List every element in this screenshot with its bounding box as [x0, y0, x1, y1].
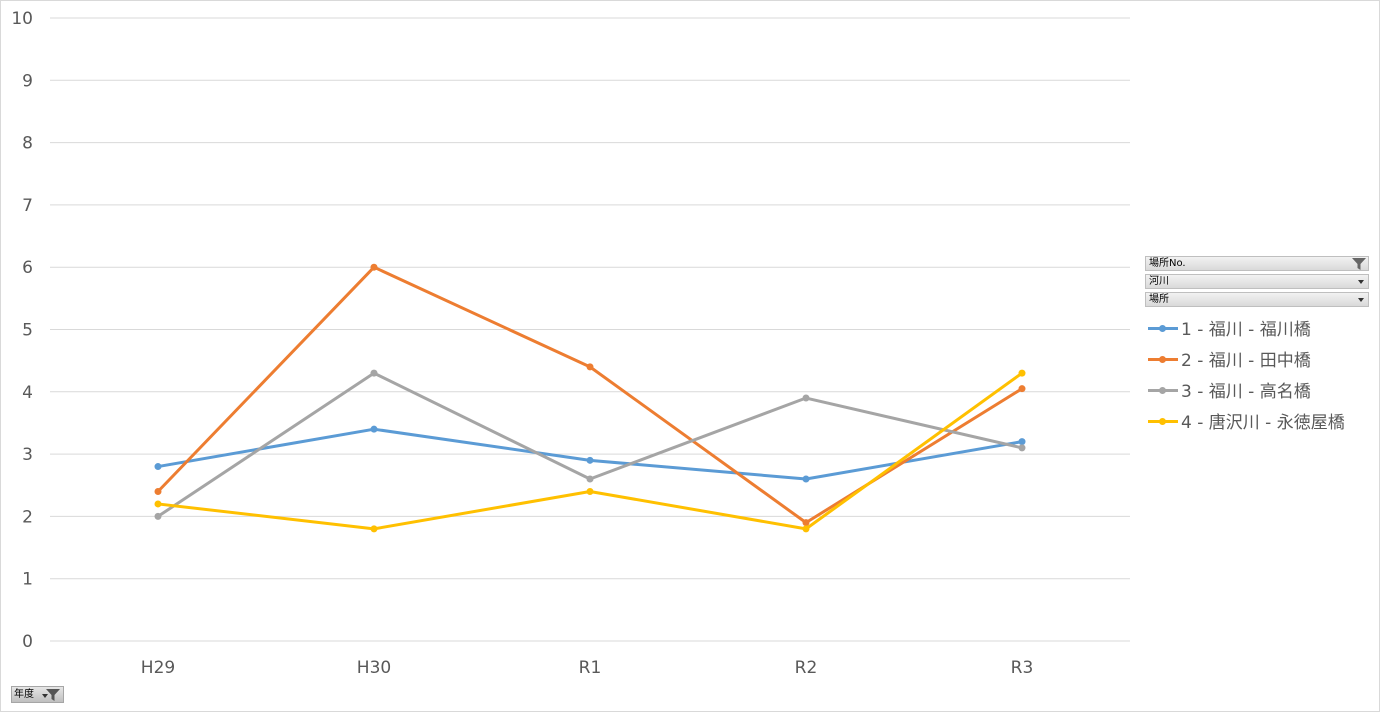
- data-point[interactable]: [802, 475, 810, 483]
- data-point[interactable]: [154, 487, 162, 495]
- y-tick-label: 8: [22, 134, 33, 154]
- data-point[interactable]: [586, 363, 594, 371]
- data-point[interactable]: [586, 456, 594, 464]
- legend-item[interactable]: 4 - 唐沢川 - 永徳屋橋: [1148, 405, 1345, 436]
- series-line[interactable]: [156, 371, 1024, 531]
- legend-marker-icon: [1148, 351, 1178, 367]
- legend-item[interactable]: 1 - 福川 - 福川橋: [1148, 312, 1345, 343]
- legend-label: 1 - 福川 - 福川橋: [1181, 320, 1311, 340]
- legend-marker-icon: [1148, 382, 1178, 398]
- legend-label: 2 - 福川 - 田中橋: [1181, 351, 1311, 371]
- filter-place-button[interactable]: 場所: [1145, 292, 1369, 307]
- filter-place-no-label: 場所No.: [1149, 258, 1186, 269]
- legend-label: 3 - 福川 - 高名橋: [1181, 382, 1311, 402]
- data-point[interactable]: [370, 525, 378, 533]
- x-tick-label: H29: [141, 658, 175, 678]
- y-tick-label: 6: [22, 258, 33, 278]
- legend-marker-icon: [1148, 413, 1178, 429]
- legend-item[interactable]: 2 - 福川 - 田中橋: [1148, 343, 1345, 374]
- y-tick-label: 2: [22, 507, 33, 527]
- legend-marker-icon: [1148, 320, 1178, 336]
- y-tick-label: 4: [22, 383, 33, 403]
- data-point[interactable]: [154, 500, 162, 508]
- legend: 1 - 福川 - 福川橋 2 - 福川 - 田中橋 3 - 福川 - 高名橋 4…: [1148, 312, 1345, 436]
- x-tick-label: R1: [579, 658, 602, 678]
- funnel-filter-icon: [1352, 258, 1366, 270]
- data-point[interactable]: [1018, 438, 1026, 446]
- legend-item[interactable]: 3 - 福川 - 高名橋: [1148, 374, 1345, 405]
- y-tick-label: 7: [22, 196, 33, 216]
- filter-year-label: 年度: [14, 689, 34, 700]
- filter-place-label: 場所: [1149, 294, 1169, 305]
- data-point[interactable]: [802, 525, 810, 533]
- data-point[interactable]: [370, 263, 378, 271]
- data-point[interactable]: [370, 369, 378, 377]
- data-point[interactable]: [586, 487, 594, 495]
- y-tick-label: 1: [22, 570, 33, 590]
- filter-place-no-button[interactable]: 場所No.: [1145, 256, 1369, 271]
- filter-year-button[interactable]: 年度: [11, 686, 64, 703]
- x-tick-label: R2: [795, 658, 818, 678]
- data-point[interactable]: [586, 475, 594, 483]
- series-line[interactable]: [156, 265, 1024, 525]
- data-point[interactable]: [1018, 369, 1026, 377]
- y-tick-label: 10: [11, 9, 33, 29]
- funnel-filter-icon: [46, 689, 60, 701]
- chevron-down-icon: [42, 694, 48, 698]
- y-tick-label: 9: [22, 71, 33, 91]
- data-point[interactable]: [154, 512, 162, 520]
- data-point[interactable]: [154, 463, 162, 471]
- data-point[interactable]: [1018, 444, 1026, 452]
- data-point[interactable]: [802, 519, 810, 527]
- filter-river-label: 河川: [1149, 276, 1169, 287]
- chevron-down-icon: [1358, 298, 1364, 302]
- x-tick-label: R3: [1011, 658, 1034, 678]
- filter-river-button[interactable]: 河川: [1145, 274, 1369, 289]
- data-point[interactable]: [370, 425, 378, 433]
- x-tick-label: H30: [357, 658, 391, 678]
- data-point[interactable]: [1018, 385, 1026, 393]
- legend-label: 4 - 唐沢川 - 永徳屋橋: [1181, 413, 1345, 433]
- y-tick-label: 5: [22, 321, 33, 341]
- data-point[interactable]: [802, 394, 810, 402]
- y-tick-label: 0: [22, 632, 33, 652]
- chevron-down-icon: [1358, 280, 1364, 284]
- y-tick-label: 3: [22, 445, 33, 465]
